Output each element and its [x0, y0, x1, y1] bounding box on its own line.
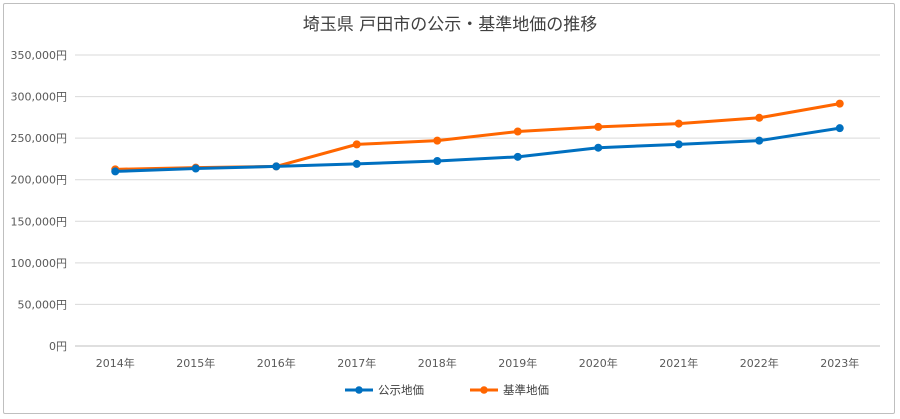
x-tick-label: 2015年: [176, 356, 215, 370]
data-point: [191, 164, 200, 173]
data-point: [755, 136, 764, 145]
y-tick-label: 300,000円: [11, 91, 68, 104]
x-tick-label: 2020年: [579, 356, 618, 370]
gridlines: [75, 54, 880, 347]
data-point: [755, 113, 764, 122]
y-tick-label: 0円: [49, 340, 67, 353]
data-point: [352, 140, 361, 149]
x-tick-label: 2017年: [337, 356, 376, 370]
y-tick-label: 100,000円: [11, 257, 68, 270]
legend-label: 公示地価: [378, 383, 424, 397]
chart-title: 埼玉県 戸田市の公示・基準地価の推移: [302, 15, 598, 35]
data-point: [433, 157, 442, 166]
legend-marker: [355, 386, 363, 394]
data-point: [594, 143, 603, 152]
legend: 公示地価 基準地価: [345, 383, 549, 397]
data-point: [674, 140, 683, 149]
y-tick-label: 350,000円: [11, 49, 68, 62]
data-point: [272, 162, 281, 171]
y-tick-label: 250,000円: [11, 132, 68, 145]
data-point: [352, 159, 361, 168]
y-tick-label: 200,000円: [11, 174, 68, 187]
x-tick-label: 2014年: [96, 356, 135, 370]
legend-label: 基準地価: [503, 383, 549, 397]
data-point: [513, 152, 522, 161]
data-point: [594, 122, 603, 131]
x-tick-label: 2019年: [498, 356, 537, 370]
data-point: [835, 124, 844, 133]
x-tick-label: 2021年: [659, 356, 698, 370]
data-point: [513, 127, 522, 136]
data-point: [111, 167, 120, 176]
series-line: [113, 126, 842, 173]
x-tick-label: 2018年: [418, 356, 457, 370]
x-tick-label: 2022年: [740, 356, 779, 370]
data-point: [674, 119, 683, 128]
x-tick-label: 2023年: [820, 356, 859, 370]
y-tick-label: 50,000円: [18, 298, 68, 311]
legend-marker: [480, 386, 488, 394]
x-axis: 2014年 2015年 2016年 2017年 2018年 2019年 2020年 2021年…: [96, 356, 860, 370]
data-point: [835, 99, 844, 108]
series-lines: [111, 99, 844, 176]
data-point: [433, 136, 442, 145]
y-tick-label: 150,000円: [11, 215, 68, 228]
x-tick-label: 2016年: [257, 356, 296, 370]
y-axis: 0円 50,000円 100,000円 150,000円 200,000円 250,000…: [11, 49, 68, 353]
